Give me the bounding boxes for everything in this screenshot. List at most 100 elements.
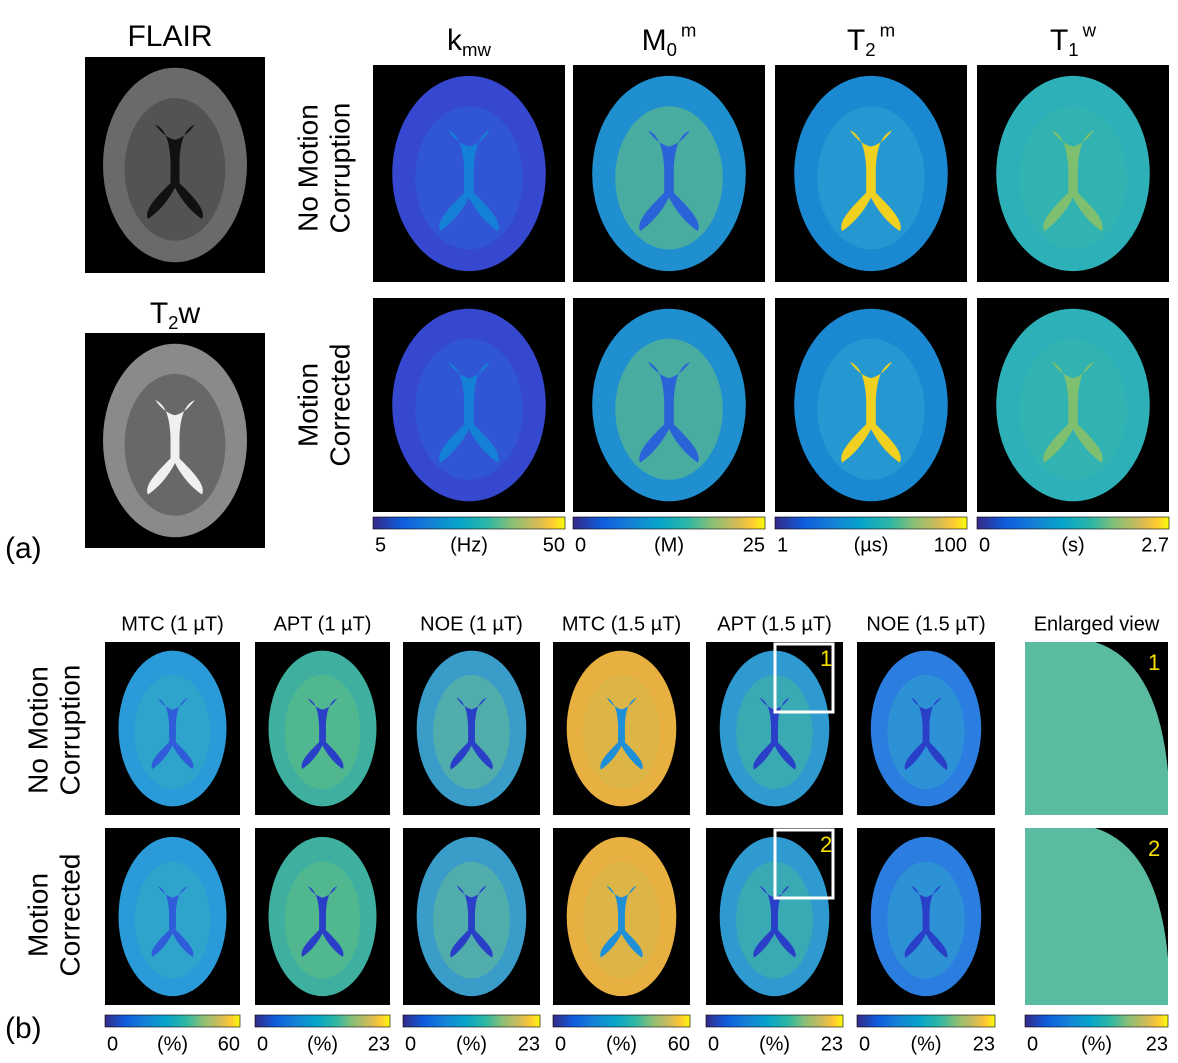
column-title: MTC (1.5 µT) xyxy=(562,613,681,635)
ventricles xyxy=(450,885,493,958)
ventricles xyxy=(147,124,203,219)
colorbar-min: 5 xyxy=(375,534,386,556)
ventricles xyxy=(600,885,643,958)
title-sub: 2 xyxy=(865,39,875,60)
column-title: NOE (1 µT) xyxy=(420,613,523,635)
colorbar-unit: (Hz) xyxy=(450,534,488,556)
colorbar xyxy=(976,516,1170,530)
ventricles xyxy=(1043,361,1103,463)
ventricles xyxy=(301,886,344,957)
column-title: APT (1.5 µT) xyxy=(717,613,832,635)
colorbar xyxy=(552,1014,691,1028)
colorbar xyxy=(705,1014,844,1028)
colorbar-unit: (%) xyxy=(910,1033,941,1055)
row-label: Motion Corrected xyxy=(292,344,355,467)
zoom-box xyxy=(773,828,835,900)
ventricles xyxy=(151,698,194,769)
column-title: M0m xyxy=(642,19,697,60)
ventricles xyxy=(147,400,203,495)
row-label-line: No Motion xyxy=(22,666,53,794)
colorbar xyxy=(572,516,766,530)
title-sup: m xyxy=(681,19,697,40)
ventricles xyxy=(439,130,499,232)
title-sup: w xyxy=(1082,19,1097,40)
ventricles xyxy=(753,885,796,958)
title-main: M xyxy=(642,24,667,57)
title-main: FLAIR xyxy=(127,20,212,53)
row-label-line: Motion xyxy=(22,873,53,957)
colorbar-min: 1 xyxy=(777,534,788,556)
colorbar-min: 0 xyxy=(1027,1033,1038,1055)
colorbar-min: 0 xyxy=(555,1033,566,1055)
title-sup: m xyxy=(880,19,896,40)
column-title: MTC (1 µT) xyxy=(121,613,224,635)
column-title: T2m xyxy=(847,19,895,60)
colorbar xyxy=(254,1014,391,1028)
enlarged-number: 1 xyxy=(1148,650,1160,675)
enlarged-number: 2 xyxy=(1148,836,1160,861)
colorbar-unit: (M) xyxy=(654,534,684,556)
colorbar xyxy=(402,1014,541,1028)
colorbar-max: 2.7 xyxy=(1141,534,1169,556)
ventricles xyxy=(1043,130,1103,232)
colorbar-max: 60 xyxy=(218,1033,240,1055)
colorbar-max: 50 xyxy=(543,534,565,556)
ventricles xyxy=(841,130,901,232)
colorbar-unit: (%) xyxy=(606,1033,637,1055)
title-sub: 2 xyxy=(168,312,178,333)
column-title: NOE (1.5 µT) xyxy=(866,613,985,635)
box-number: 1 xyxy=(820,646,832,671)
colorbar-min: 0 xyxy=(708,1033,719,1055)
colorbar-min: 0 xyxy=(859,1033,870,1055)
title-sub: 1 xyxy=(1068,39,1078,60)
title-sub: 0 xyxy=(667,39,677,60)
row-label-line: Corruption xyxy=(55,665,86,796)
colorbar-max: 23 xyxy=(1146,1033,1168,1055)
title-main: T xyxy=(1050,24,1068,57)
ventricles xyxy=(904,885,948,958)
title-main: T xyxy=(847,24,865,57)
colorbar xyxy=(856,1014,996,1028)
colorbar-max: 23 xyxy=(518,1033,540,1055)
colorbar-max: 23 xyxy=(821,1033,843,1055)
title-sub: mw xyxy=(462,39,491,60)
column-title: FLAIR xyxy=(127,20,212,53)
ventricles xyxy=(439,361,499,463)
row-label: No Motion Corruption xyxy=(292,103,355,234)
colorbar-max: 25 xyxy=(743,534,765,556)
box-number: 2 xyxy=(820,832,832,857)
row-label-line: No Motion xyxy=(292,104,323,232)
panel-label: (b) xyxy=(5,1012,42,1045)
colorbar-unit: (%) xyxy=(1081,1033,1112,1055)
colorbar-min: 0 xyxy=(107,1033,118,1055)
column-title: T1w xyxy=(1050,19,1097,60)
ventricles xyxy=(639,361,699,463)
column-title: kmw xyxy=(447,24,491,60)
title-after: w xyxy=(178,297,201,330)
ventricles xyxy=(639,130,699,232)
colorbar-unit: (%) xyxy=(307,1033,338,1055)
colorbar-unit: (s) xyxy=(1061,534,1084,556)
colorbar-min: 0 xyxy=(257,1033,268,1055)
enlarged-edge xyxy=(1095,642,1168,772)
colorbar-unit: (µs) xyxy=(854,534,889,556)
ventricles xyxy=(301,698,344,769)
ventricles xyxy=(450,697,493,770)
colorbar-unit: (%) xyxy=(456,1033,487,1055)
colorbar xyxy=(104,1014,241,1028)
colorbar-max: 60 xyxy=(668,1033,690,1055)
colorbar xyxy=(774,516,968,530)
title-main: T xyxy=(150,297,168,330)
colorbar-max: 23 xyxy=(973,1033,995,1055)
ventricles xyxy=(904,697,948,770)
colorbar-max: 23 xyxy=(368,1033,390,1055)
row-label-line: Corrected xyxy=(55,854,86,977)
row-label-line: Corruption xyxy=(325,103,356,234)
column-title: Enlarged view xyxy=(1034,613,1160,635)
ventricles xyxy=(600,697,643,770)
colorbar-min: 0 xyxy=(575,534,586,556)
colorbar-min: 0 xyxy=(979,534,990,556)
colorbar xyxy=(372,516,566,530)
row-label: No Motion Corruption xyxy=(22,665,85,796)
